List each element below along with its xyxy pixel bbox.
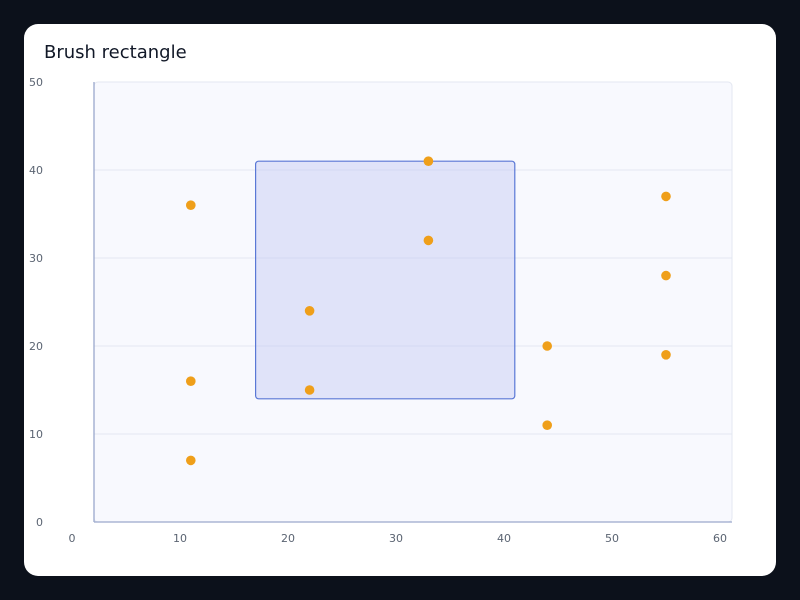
data-point[interactable] xyxy=(304,306,315,316)
y-tick-label-0: 0 xyxy=(36,516,43,529)
data-point[interactable] xyxy=(661,191,671,202)
data-point[interactable] xyxy=(661,270,671,281)
x-tick-label-20: 20 xyxy=(281,532,295,545)
data-point[interactable] xyxy=(542,341,552,351)
x-tick-label-10: 10 xyxy=(173,532,187,545)
y-tick-label-40: 40 xyxy=(29,164,43,177)
data-point[interactable] xyxy=(186,200,196,210)
brush-rectangle[interactable] xyxy=(255,160,516,400)
data-point[interactable] xyxy=(186,455,196,466)
data-point[interactable] xyxy=(423,235,434,246)
chart-title: Brush rectangle xyxy=(44,42,187,63)
data-point[interactable] xyxy=(661,350,671,360)
data-point[interactable] xyxy=(423,156,434,166)
x-tick-label-30: 30 xyxy=(389,532,403,545)
data-point[interactable] xyxy=(186,376,196,387)
y-tick-label-20: 20 xyxy=(29,340,43,353)
y-tick-label-10: 10 xyxy=(29,428,43,441)
x-tick-label-60: 60 xyxy=(713,532,727,545)
data-point[interactable] xyxy=(542,420,552,431)
x-tick-label-50: 50 xyxy=(605,532,619,545)
data-point[interactable] xyxy=(304,385,315,395)
x-tick-label-40: 40 xyxy=(497,532,511,545)
y-tick-label-50: 50 xyxy=(29,76,43,89)
y-tick-label-30: 30 xyxy=(29,252,43,265)
x-tick-label-0: 0 xyxy=(69,532,76,545)
